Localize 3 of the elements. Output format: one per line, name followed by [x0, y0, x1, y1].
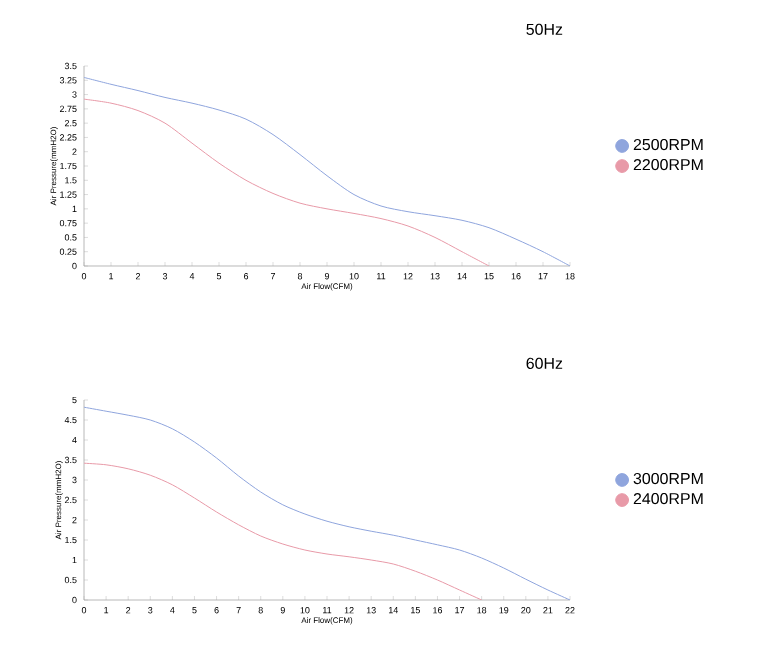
line-series: [84, 462, 483, 600]
line-series: [84, 406, 570, 600]
line-series: [84, 98, 490, 266]
